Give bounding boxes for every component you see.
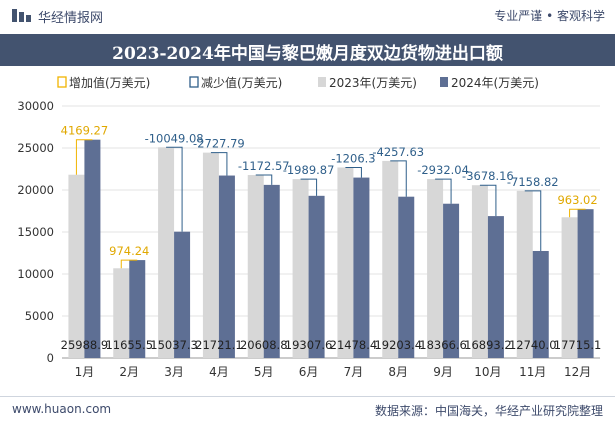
y-tick-label: 25000 [17,141,54,155]
change-value-label: -7158.82 [507,175,559,189]
decrease-bracket [479,184,497,217]
bar-2023 [247,175,264,358]
change-value-label: -3678.16 [462,169,514,183]
y-tick-label: 15000 [17,225,54,239]
change-value-label: -2932.04 [417,163,469,177]
x-tick-label: 2月 [119,365,139,379]
decrease-bracket [524,190,542,251]
change-value-label: 4169.27 [61,124,109,138]
bar-value-label: 19203.4 [374,338,422,352]
x-tick-label: 11月 [519,365,546,379]
legend-series-2023-label: 2023年(万美元) [329,76,417,90]
bar-value-label: 11655.5 [105,338,153,352]
bar-2024 [353,177,370,358]
legend-increase-swatch [57,76,67,88]
bar-2024 [308,195,325,358]
y-tick-label: 20000 [17,183,54,197]
change-value-label: 963.02 [557,193,597,207]
bar-2023 [337,167,354,358]
x-tick-label: 1月 [75,365,95,379]
decrease-bracket [390,160,407,197]
bar-value-label: 20608.8 [240,338,288,352]
x-tick-label: 9月 [433,365,453,379]
bar-2024 [218,175,235,358]
legend-series-2024-label: 2024年(万美元) [451,76,539,90]
bar-2024 [487,216,504,358]
legend-decrease-label: 减少值(万美元) [201,75,282,90]
x-tick-label: 5月 [254,365,274,379]
bar-value-label: 17715.1 [554,338,602,352]
legend-series-2024-swatch [440,77,448,87]
bar-2023 [382,160,399,358]
bar-2023 [158,147,175,358]
change-value-label: -1989.87 [283,163,335,177]
bar-2023 [202,152,219,358]
bar-2024 [443,203,460,358]
increase-bracket [120,259,138,269]
bar-value-label: 18366.6 [419,338,467,352]
y-tick-label: 10000 [17,267,54,281]
decrease-bracket [345,166,362,178]
increase-bracket [75,139,93,175]
y-tick-label: 5000 [25,309,54,323]
bar-2023 [516,190,533,358]
decrease-bracket [300,178,318,196]
bar-value-label: 15037.3 [150,338,198,352]
change-value-label: -1206.3 [331,151,375,165]
x-tick-label: 4月 [209,365,229,379]
bar-value-label: 12740.0 [509,338,557,352]
title-bar [0,34,615,66]
tagline: 专业严谨 • 客观科学 [494,9,605,23]
brand-name: 华经情报网 [38,11,104,26]
legend-increase-label: 增加值(万美元) [69,75,150,90]
bar-2024 [577,209,594,358]
change-value-label: -1172.57 [238,159,290,173]
bar-2024 [263,184,280,358]
y-tick-label: 0 [47,351,54,365]
bar-2024 [398,196,415,358]
bar-2024 [129,260,146,358]
bar-value-label: 25988.9 [61,338,109,352]
logo-icon [12,9,31,22]
bar-value-label: 21478.4 [330,338,378,352]
bar-2024 [174,231,191,358]
legend-decrease-swatch [189,76,199,88]
bar-value-label: 21721.1 [195,338,243,352]
bar-chart: 增加值(万美元) 减少值(万美元) 2023年(万美元) 2024年(万美元) 0 500… [17,75,602,379]
decrease-bracket [255,174,273,185]
x-tick-label: 7月 [344,365,364,379]
increase-bracket [569,208,586,218]
change-value-label: -2727.79 [193,137,245,151]
bar-2023 [471,185,488,358]
decrease-bracket [166,146,183,232]
x-tick-label: 8月 [388,365,408,379]
change-value-label: 974.24 [109,244,149,258]
bar-2023 [113,268,130,358]
x-tick-label: 6月 [299,365,319,379]
legend-series-2023-swatch [318,77,326,87]
change-value-label: -4257.63 [372,145,424,159]
change-value-label: -10049.08 [145,131,204,145]
bar-2023 [561,217,578,358]
footer-divider [0,396,615,397]
top-bar: 华经情报网 专业严谨 • 客观科学 [0,0,615,30]
chart-title: 2023-2024年中国与黎巴嫩月度双边货物进出口额 [112,44,503,64]
bar-2023 [292,179,309,358]
x-tick-label: 10月 [474,365,501,379]
decrease-bracket [435,178,452,204]
data-source: 数据来源：中国海关，华经产业研究院整理 [374,404,603,418]
decrease-bracket [210,152,228,176]
y-tick-label: 30000 [17,99,54,113]
bar-2023 [68,174,85,358]
bar-value-label: 19307.6 [285,338,333,352]
bar-2024 [84,139,101,358]
bar-2023 [427,179,444,358]
x-tick-label: 12月 [564,365,591,379]
website-link[interactable]: www.huaon.com [12,402,112,416]
bar-2024 [532,250,549,358]
x-tick-label: 3月 [164,365,184,379]
bar-value-label: 16893.2 [464,338,512,352]
